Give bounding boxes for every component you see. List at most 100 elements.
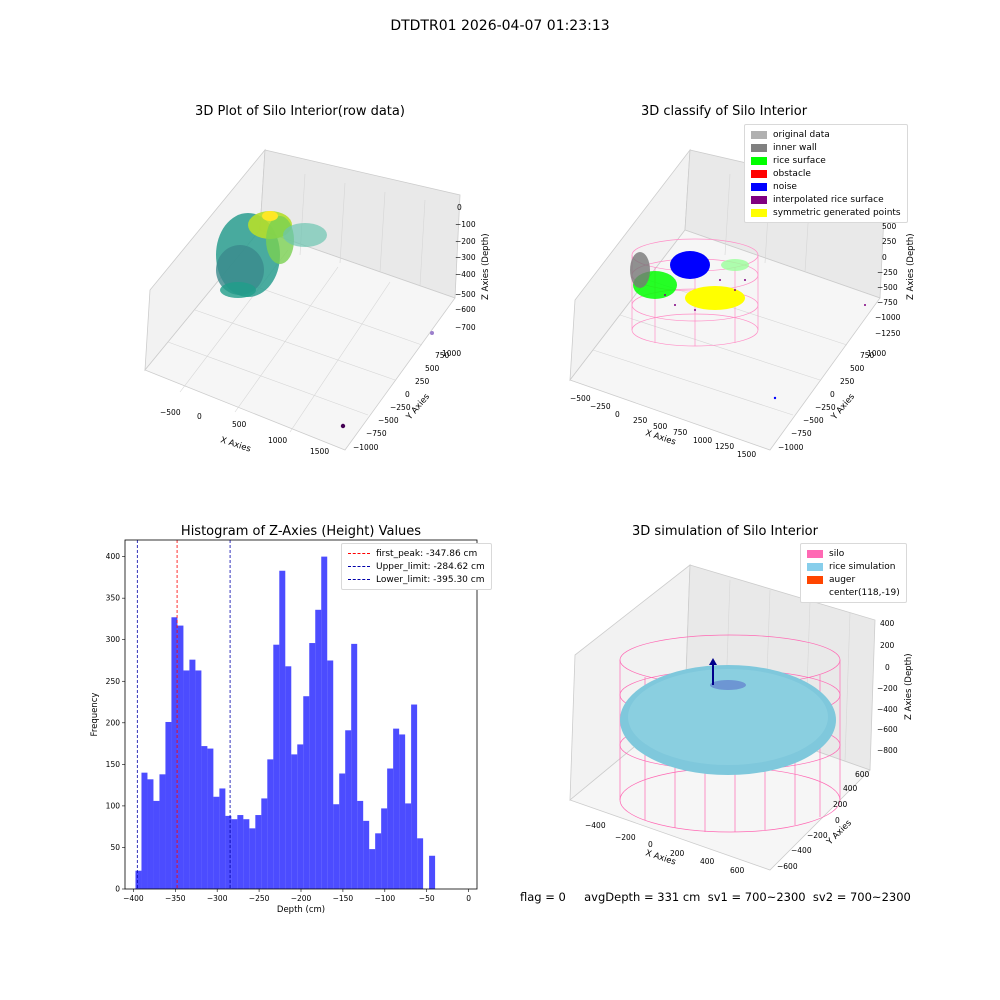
svg-text:750: 750 <box>435 351 450 360</box>
plot1-x-label: X Axies <box>219 435 252 454</box>
histogram-bar <box>135 870 142 889</box>
histogram-legend-line <box>348 579 370 580</box>
histogram-bar <box>429 855 436 889</box>
plot1-z-label: Z Axies (Depth) <box>481 233 491 300</box>
svg-text:−200: −200 <box>455 237 476 246</box>
svg-text:600: 600 <box>730 866 745 875</box>
svg-text:−500: −500 <box>877 283 898 292</box>
histogram-y-tick-label: 400 <box>106 552 121 561</box>
plot3-legend-swatch <box>807 575 823 584</box>
svg-text:1000: 1000 <box>867 349 886 358</box>
histogram-bar <box>249 828 256 889</box>
histogram-bar <box>351 643 358 889</box>
svg-text:0: 0 <box>405 390 410 399</box>
histogram-title: Histogram of Z-Axies (Height) Values <box>180 524 422 539</box>
histogram-bar <box>381 808 388 889</box>
histogram-x-tick-label: −200 <box>291 894 312 903</box>
svg-text:−250: −250 <box>877 268 898 277</box>
histogram-bar <box>267 759 274 889</box>
svg-text:0: 0 <box>885 663 890 672</box>
histogram-bar <box>243 819 250 889</box>
svg-text:−400: −400 <box>791 846 812 855</box>
histogram-x-tick-label: −50 <box>419 894 435 903</box>
histogram-y-tick-label: 300 <box>106 635 121 644</box>
svg-text:750: 750 <box>673 428 688 437</box>
histogram-bar <box>159 774 166 889</box>
plot2-legend-label: inner wall <box>773 142 817 153</box>
histogram-bar <box>297 744 304 889</box>
svg-text:−300: −300 <box>455 253 476 262</box>
histogram-legend: first_peak: -347.86 cm Upper_limit: -284.… <box>341 543 492 590</box>
histogram-x-tick-label: −150 <box>333 894 354 903</box>
histogram-bar <box>273 644 280 889</box>
histogram-bar <box>213 796 220 889</box>
histogram-bar <box>357 800 364 889</box>
svg-text:1000: 1000 <box>693 436 712 445</box>
plot3-x-ticks: −400 −200 0 200 400 600 <box>585 821 745 875</box>
svg-text:1000: 1000 <box>442 349 461 358</box>
svg-text:−1000: −1000 <box>778 443 804 452</box>
histogram-legend-item: Lower_limit: -395.30 cm <box>348 573 485 586</box>
svg-text:−750: −750 <box>366 429 387 438</box>
svg-text:1500: 1500 <box>737 450 756 459</box>
plot2-legend-swatch <box>751 156 767 165</box>
plot2-legend-item: rice surface <box>751 154 901 167</box>
svg-text:400: 400 <box>700 857 715 866</box>
histogram-x-tick-label: −400 <box>123 894 144 903</box>
svg-text:0: 0 <box>457 203 462 212</box>
histogram-y-tick-label: 200 <box>106 718 121 727</box>
histogram-bar <box>279 570 286 889</box>
plot2-z-label: Z Axies (Depth) <box>906 233 916 300</box>
histogram-bar <box>189 659 196 889</box>
svg-text:200: 200 <box>670 849 685 858</box>
svg-text:0: 0 <box>648 840 653 849</box>
histogram-bar <box>315 609 322 889</box>
histogram-bar <box>177 625 184 889</box>
svg-text:250: 250 <box>633 416 648 425</box>
svg-text:−250: −250 <box>590 402 611 411</box>
histogram-bar <box>219 788 226 889</box>
histogram-legend-line <box>348 566 370 567</box>
status-footer: flag = 0 avgDepth = 331 cm sv1 = 700~230… <box>520 890 911 904</box>
histogram-bar <box>147 779 154 889</box>
plot3-y-ticks: −600 −400 −200 0 200 400 600 <box>777 770 870 871</box>
svg-text:0: 0 <box>197 412 202 421</box>
histogram-y-tick-label: 250 <box>106 677 121 686</box>
histogram-y-tick-label: 350 <box>106 594 121 603</box>
histogram-legend-line <box>348 553 370 554</box>
svg-text:−100: −100 <box>455 220 476 229</box>
histogram-bar <box>309 643 316 889</box>
svg-text:−800: −800 <box>877 746 898 755</box>
histogram-y-tick-label: 100 <box>106 801 121 810</box>
histogram-x-tick-label: −350 <box>165 894 186 903</box>
plot3-legend-item: rice simulation <box>807 560 900 573</box>
svg-text:−500: −500 <box>160 408 181 417</box>
svg-text:−200: −200 <box>877 684 898 693</box>
svg-text:200: 200 <box>880 641 895 650</box>
histogram-bar <box>333 804 340 889</box>
svg-text:−1000: −1000 <box>875 313 901 322</box>
plot1-y-ticks: −1000 −750 −500 −250 0 250 500 750 1000 <box>353 349 461 452</box>
plot3-legend-item: silo <box>807 547 900 560</box>
histogram-y-tick-label: 0 <box>115 885 120 894</box>
svg-text:200: 200 <box>833 800 848 809</box>
histogram-bar <box>327 660 334 889</box>
plot2-legend-item: symmetric generated points <box>751 206 901 219</box>
svg-text:500: 500 <box>850 364 865 373</box>
histogram-legend-item: first_peak: -347.86 cm <box>348 547 485 560</box>
histogram-y-tick-label: 50 <box>110 843 120 852</box>
histogram-bar <box>303 696 310 889</box>
histogram-bar <box>417 838 424 889</box>
plot3-legend-swatch <box>807 549 823 558</box>
svg-text:400: 400 <box>880 619 895 628</box>
svg-text:−600: −600 <box>877 725 898 734</box>
plot3-z-label: Z Axies (Depth) <box>904 653 914 720</box>
histogram-bar <box>237 815 244 889</box>
plot3-legend-label: center(118,-19) <box>829 587 900 598</box>
plot3-legend-item: center(118,-19) <box>807 586 900 599</box>
histogram-bar <box>255 815 262 889</box>
plot2-legend-item: inner wall <box>751 141 901 154</box>
histogram-bar <box>141 772 148 889</box>
